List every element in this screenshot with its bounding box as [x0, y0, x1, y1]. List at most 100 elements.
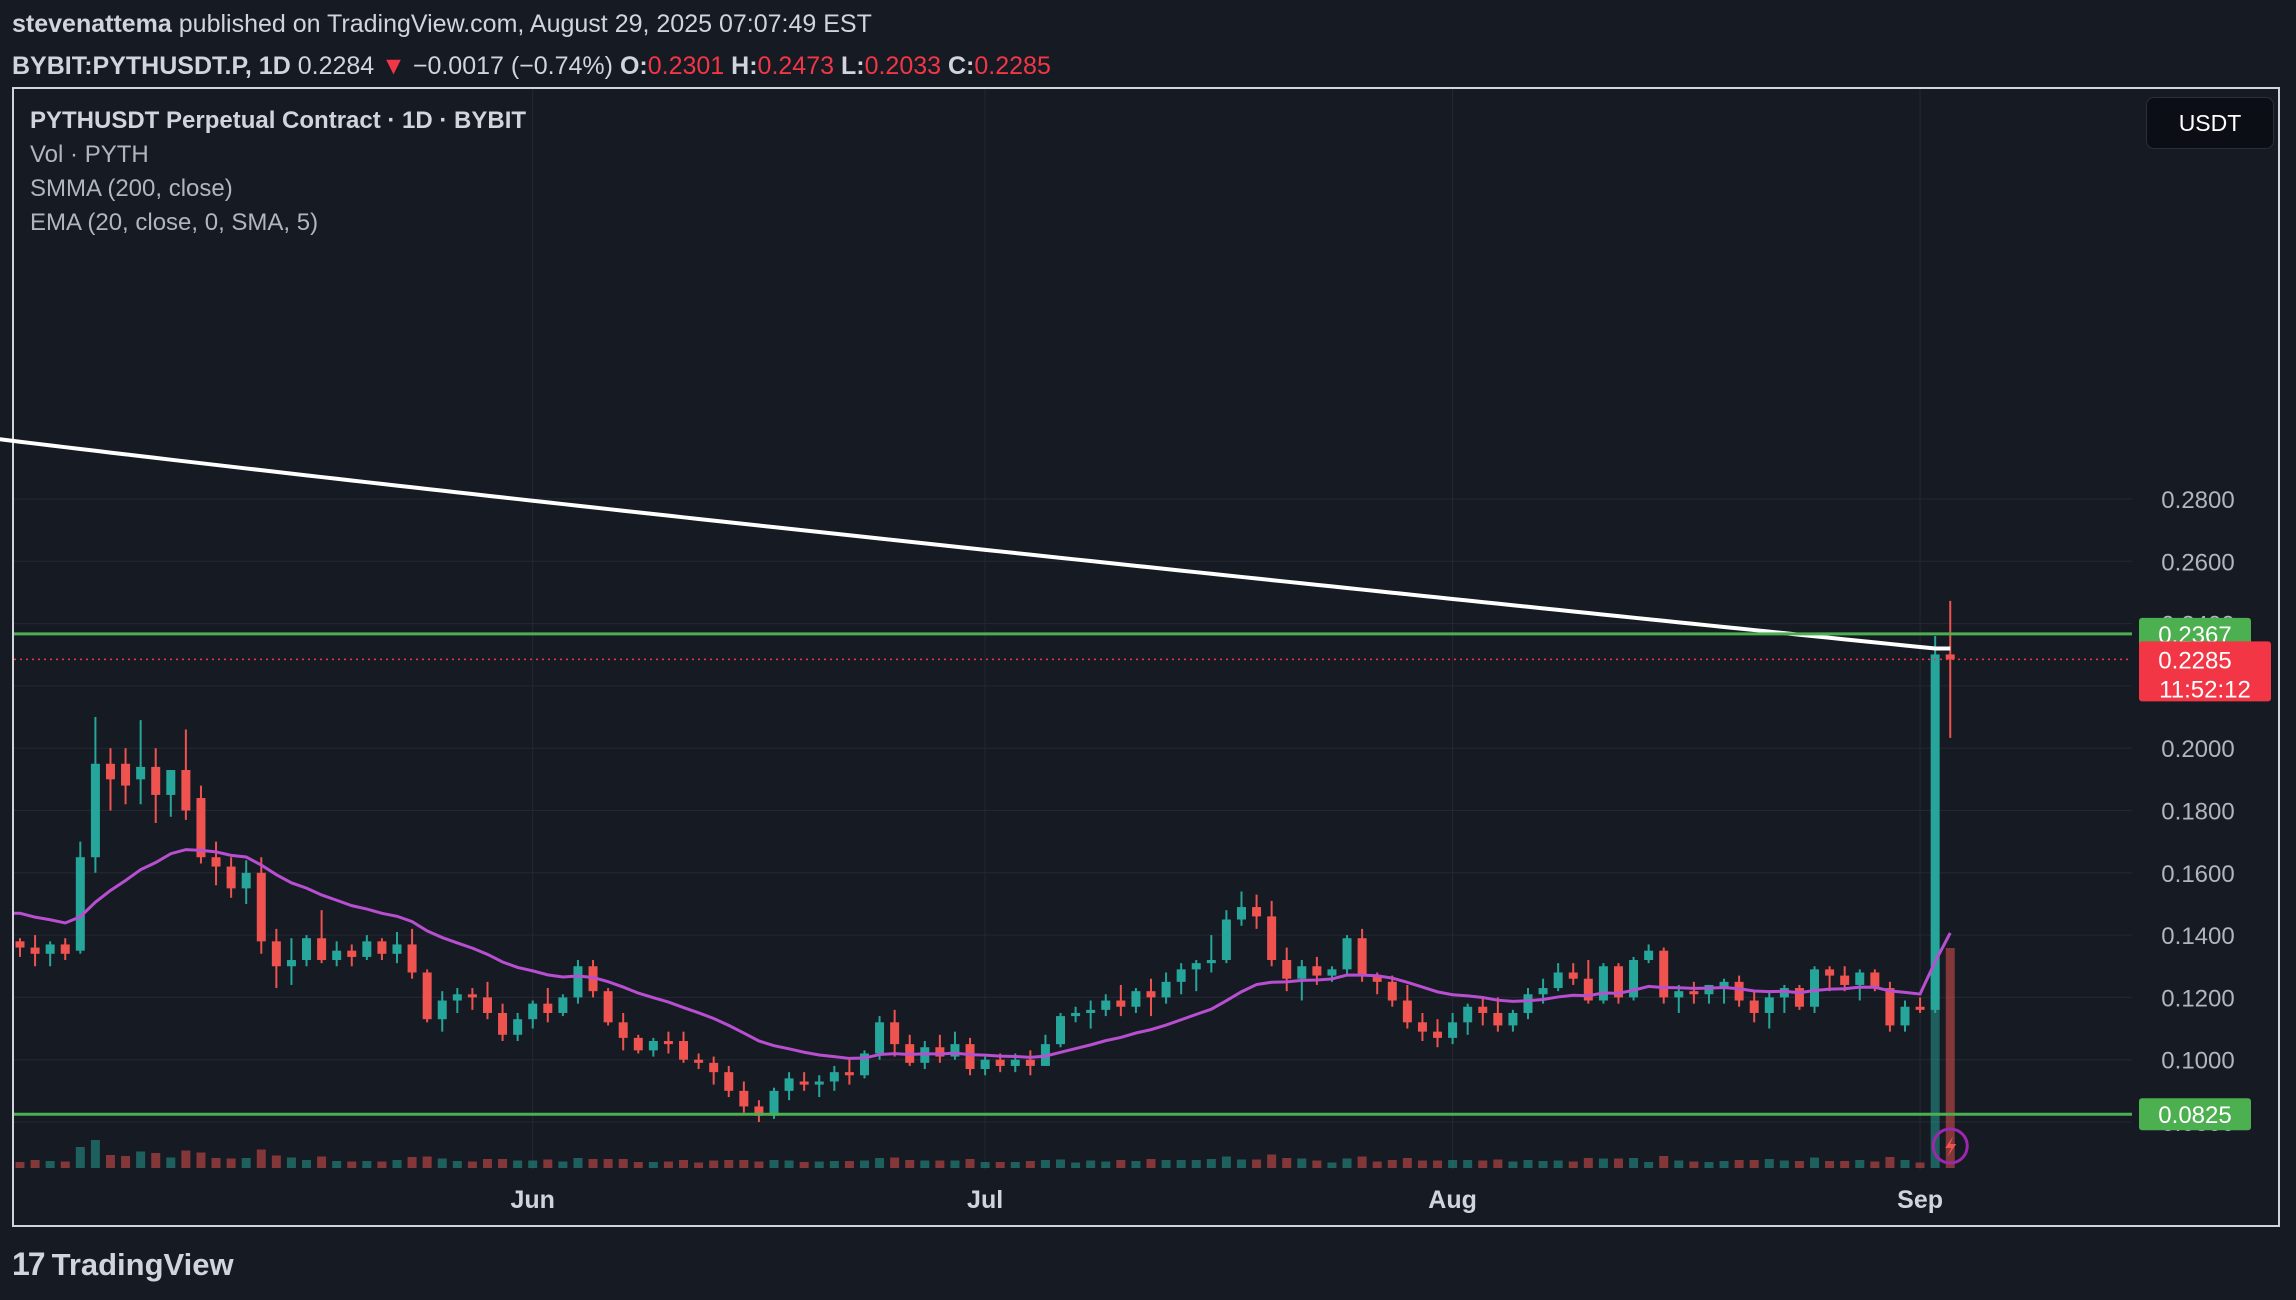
- volume-bar: [920, 1160, 930, 1168]
- volume-bar: [1357, 1156, 1367, 1168]
- volume-bar: [362, 1161, 372, 1168]
- legend-volume[interactable]: Vol · PYTH: [30, 141, 149, 168]
- volume-bar: [1131, 1161, 1141, 1168]
- y-tick-label: 0.1600: [2161, 861, 2234, 888]
- volume-bar: [498, 1159, 508, 1168]
- volume-bar: [1885, 1157, 1895, 1168]
- candle-body: [136, 766, 146, 780]
- candle-body: [558, 997, 568, 1013]
- legend-ema[interactable]: EMA (20, close, 0, SMA, 5): [30, 209, 319, 236]
- volume-bar: [1523, 1160, 1533, 1168]
- candle-body: [1930, 654, 1940, 1010]
- volume-bar: [784, 1160, 794, 1168]
- candle-body: [1915, 1006, 1925, 1010]
- volume-bar: [679, 1160, 689, 1168]
- candle-body: [694, 1059, 704, 1063]
- candle-body: [890, 1022, 900, 1045]
- volume-bar: [1734, 1160, 1744, 1168]
- volume-bar: [528, 1160, 538, 1168]
- volume-bar: [799, 1162, 809, 1168]
- candle-body: [739, 1090, 749, 1107]
- publish-info: published on TradingView.com, August 29,…: [178, 10, 872, 38]
- candle-body: [1463, 1006, 1473, 1023]
- candle-body: [377, 941, 387, 954]
- volume-bar: [633, 1162, 643, 1168]
- candle-body: [392, 944, 402, 954]
- volume-bar: [1553, 1160, 1563, 1168]
- candle-body: [1448, 1022, 1458, 1038]
- candle-body: [1056, 1016, 1066, 1045]
- volume-bar: [317, 1156, 327, 1168]
- candle-body: [1176, 969, 1186, 982]
- candle-body: [286, 960, 296, 967]
- volume-bar: [226, 1158, 236, 1168]
- candle-body: [1523, 994, 1533, 1013]
- candle-body: [1825, 969, 1835, 976]
- candle-body: [724, 1072, 734, 1091]
- volume-bar: [437, 1158, 447, 1168]
- volume-bar: [935, 1160, 945, 1168]
- volume-bar: [1930, 969, 1940, 1168]
- chart-pane[interactable]: [12, 87, 2280, 1227]
- volume-bar: [1900, 1160, 1910, 1168]
- candle-body: [1764, 997, 1774, 1013]
- candle-body: [1327, 969, 1337, 976]
- candle-body: [1297, 966, 1307, 979]
- legend-smma[interactable]: SMMA (200, close): [30, 175, 233, 202]
- volume-bar: [513, 1160, 523, 1168]
- tradingview-logo[interactable]: 17 TradingView: [12, 1246, 234, 1283]
- candle-body: [769, 1090, 779, 1116]
- volume-bar: [407, 1157, 417, 1168]
- close-label: C:: [948, 52, 975, 80]
- candle-body: [1508, 1012, 1518, 1026]
- volume-bar: [1146, 1159, 1156, 1168]
- candle-body: [1146, 991, 1156, 998]
- candle-body: [1191, 963, 1201, 970]
- candle-body: [754, 1106, 764, 1116]
- volume-bar: [1478, 1160, 1488, 1168]
- volume-bar: [1448, 1160, 1458, 1168]
- candle-body: [1840, 975, 1850, 985]
- candle-body: [302, 938, 312, 961]
- volume-bar: [1206, 1159, 1216, 1168]
- volume-bar: [467, 1161, 477, 1168]
- level-price-tag: [2139, 1098, 2251, 1131]
- volume-bar: [482, 1159, 492, 1168]
- volume-bar: [995, 1162, 1005, 1168]
- volume-bar: [1508, 1161, 1518, 1168]
- volume-bar: [181, 1150, 191, 1168]
- volume-bar: [1372, 1161, 1382, 1168]
- volume-bar: [829, 1161, 839, 1168]
- author-name[interactable]: stevenattema: [12, 10, 172, 38]
- currency-button[interactable]: USDT: [2146, 97, 2274, 149]
- candle-body: [663, 1041, 673, 1045]
- ema-line: [14, 848, 1952, 1060]
- volume-bar: [739, 1160, 749, 1168]
- candle-body: [603, 991, 613, 1023]
- candle-body: [226, 866, 236, 889]
- volume-bar: [1493, 1159, 1503, 1168]
- volume-bar: [1613, 1158, 1623, 1168]
- volume-bar: [452, 1161, 462, 1168]
- price-change: −0.0017 (−0.74%): [412, 52, 613, 80]
- volume-bar: [1342, 1158, 1352, 1168]
- candle-body: [347, 950, 357, 957]
- candle-body: [1583, 978, 1593, 1001]
- candle-body: [1704, 984, 1714, 995]
- volume-bar: [558, 1161, 568, 1168]
- level-price-label: 0.0825: [2158, 1102, 2231, 1129]
- volume-bar: [1176, 1160, 1186, 1168]
- volume-bar: [1267, 1154, 1277, 1168]
- volume-bar: [1659, 1156, 1669, 1168]
- legend-title[interactable]: PYTHUSDT Perpetual Contract · 1D · BYBIT: [30, 107, 527, 134]
- publish-line: stevenattema published on TradingView.co…: [12, 8, 1051, 40]
- volume-bar: [196, 1152, 206, 1168]
- volume-bar: [1101, 1161, 1111, 1168]
- volume-bar: [1870, 1161, 1880, 1168]
- candle-body: [75, 857, 85, 951]
- volume-bar: [1629, 1158, 1639, 1168]
- candle-body: [121, 763, 131, 786]
- y-tick-label: 0.1400: [2161, 923, 2234, 950]
- candle-body: [1252, 907, 1262, 917]
